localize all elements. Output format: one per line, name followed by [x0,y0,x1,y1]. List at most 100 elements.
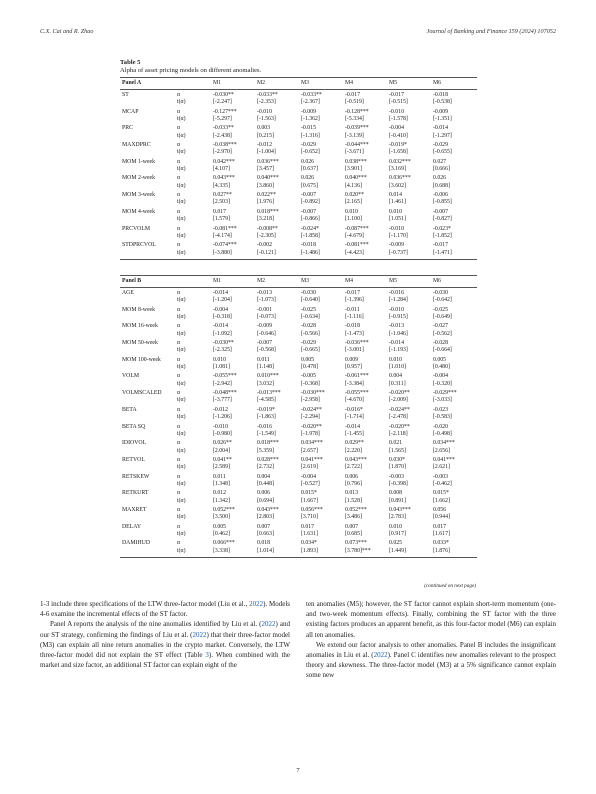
table-row: MOM 4-week α 0.017 0.018*** -0.007 0.010 0.010… [120,207,477,216]
t-stat-cell: [-3.001] [345,347,364,354]
alpha-cell: 0.025 [389,540,403,547]
alpha-cell: -0.010 [257,108,272,115]
t-stat-cell: [3.032] [257,380,274,387]
stat-label: α [177,373,181,380]
alpha-cell: 0.003 [257,125,271,132]
alpha-cell: 0.034*** [433,440,455,447]
alpha-cell: 0.004 [257,473,271,480]
citation-link[interactable]: 2022 [249,600,264,608]
panel-b-table: Panel B M1 M2 M3 M4 M5 M6 AGE α -0.014 -0.0… [120,275,477,558]
table-row: t(α) [-4.174] [-2.305] [-1.858] [-4.679] [-1.… [120,233,477,240]
t-stat-cell: [-0.827] [433,216,452,223]
table-row: BETA SQ α -0.010 -0.016 -0.020** -0.014 -0.020… [120,422,477,431]
alpha-cell: 0.018*** [257,440,279,447]
alpha-cell: 0.032*** [389,158,411,165]
t-stat-cell: [-1.714] [345,414,364,421]
t-stat-cell: [-1.193] [389,347,408,354]
row-label: AGE [122,290,134,296]
alpha-cell: 0.013 [345,490,359,497]
alpha-cell: -0.010 [389,306,404,313]
alpha-cell: -0.029 [301,340,316,347]
t-stat-cell: [0.478] [301,364,318,371]
alpha-cell: -0.003 [433,473,448,480]
table-row: IDIOVOL α 0.026** 0.018*** 0.034*** 0.029** 0.… [120,438,477,447]
t-stat-cell: [-5.334] [345,116,364,123]
t-stat-cell: [-0.527] [301,480,320,487]
alpha-cell: 0.014 [389,192,403,199]
stat-label: α [177,540,181,547]
stat-label: α [177,490,181,497]
table-row: RETVOL α 0.041** 0.028*** 0.041*** 0.043*** 0.… [120,455,477,464]
stat-label: α [177,290,181,296]
citation-link[interactable]: 2022 [373,651,388,660]
stat-label: α [177,423,181,430]
t-stat-cell: [-1.316] [301,132,320,139]
alpha-cell: 0.026 [301,158,315,165]
paragraph: ten anomalies (M5); however, the ST fact… [306,600,556,639]
t-stat-cell: [0.462] [213,530,230,537]
t-stat-cell: [-1.471] [433,249,477,260]
alpha-cell: -0.013 [389,323,404,330]
citation-link[interactable]: 2022 [261,620,276,629]
t-stat-cell: [-0.566] [301,330,320,337]
t-stat-cell: [0.480] [433,364,450,371]
t-stat-cell: [1.565] [389,447,406,454]
table-row: t(α) [-3.880] [-0.121] [-1.486] [-4.423] [-0.… [120,249,477,260]
stat-label: α [177,323,181,330]
t-stat-cell: [0.944] [433,514,450,521]
stat-label: α [177,225,181,232]
t-stat-cell: [-0.866] [301,216,320,223]
alpha-cell: 0.010 [213,356,227,363]
alpha-cell: 0.036*** [389,175,411,182]
t-stat-cell: [-0.398] [389,480,408,487]
t-stat-cell: [-1.284] [389,297,408,304]
stat-label: t(α) [177,397,186,404]
t-stat-cell: [3.500] [213,514,230,521]
t-stat-cell: [-3.880] [213,249,257,260]
citation-link[interactable]: 2022 [192,630,207,639]
stat-label: t(α) [177,216,186,223]
t-stat-cell: [2.783] [389,514,406,521]
alpha-cell: 0.010 [389,208,403,215]
alpha-cell: 0.007 [345,523,359,530]
t-stat-cell: [-0.737] [389,249,433,260]
row-label: MOM 3-week [122,192,156,199]
alpha-cell: -0.016 [257,423,272,430]
row-label: MOM 16-week [122,323,158,330]
stat-label: t(α) [177,199,186,206]
table-row: MCAP α -0.127*** -0.010 -0.009 -0.128*** -0.01… [120,107,477,116]
t-stat-cell: [4.335] [213,182,230,189]
alpha-cell: -0.030 [301,290,316,296]
alpha-cell: 0.011 [213,473,226,480]
alpha-cell: -0.030** [213,340,234,347]
t-stat-cell: [1.081] [213,364,230,371]
stat-label: t(α) [177,149,186,156]
t-stat-cell: [3.457] [257,166,274,173]
alpha-cell: -0.029 [433,142,448,149]
panel-b-header-row: Panel B M1 M2 M3 M4 M5 M6 [120,275,477,288]
panel-a-title: Panel A [120,77,177,90]
t-stat-cell: [-1.004] [257,149,276,156]
table-title: Table 5 Alpha of asset pricing models on… [120,59,261,75]
stat-label: t(α) [177,414,186,421]
alpha-cell: -0.081*** [213,225,237,232]
alpha-cell: -0.013 [257,290,272,296]
t-stat-cell: [3.169] [389,166,406,173]
table-ref-link[interactable]: 3 [205,651,209,660]
table-row: MAXDPRC α -0.038*** -0.012 -0.029 -0.044*** -0… [120,140,477,149]
alpha-cell: 0.041** [213,456,232,463]
t-stat-cell: [-1.116] [345,314,364,321]
t-stat-cell: [-0.664] [433,347,452,354]
stat-label: α [177,306,181,313]
t-stat-cell: [0.957] [345,364,362,371]
stat-label: α [177,456,181,463]
table-row: MOM 100-week α 0.010 0.011 0.005 0.009 0.010 0.… [120,355,477,364]
row-label: ST [122,92,129,98]
t-stat-cell: [2.165] [345,199,362,206]
alpha-cell: -0.002 [257,242,272,249]
row-label: PRCVOLM [122,225,151,232]
alpha-cell: 0.052*** [345,506,367,513]
t-stat-cell: [3.780]*** [345,547,389,558]
t-stat-cell: [-2.305] [257,232,276,239]
stat-label: t(α) [177,132,186,139]
